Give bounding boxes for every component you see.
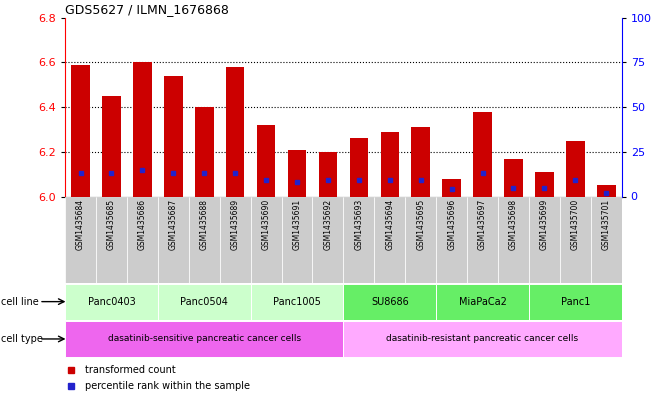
Bar (467, 196, 498, 283)
Bar (65, 321, 344, 357)
Text: Panc1: Panc1 (561, 297, 590, 307)
Text: GSM1435686: GSM1435686 (138, 199, 147, 250)
Text: transformed count: transformed count (85, 365, 175, 375)
Bar (251, 284, 343, 320)
Text: GSM1435688: GSM1435688 (200, 199, 209, 250)
Text: GSM1435699: GSM1435699 (540, 199, 549, 250)
Bar (343, 284, 436, 320)
Bar (436, 284, 529, 320)
Text: GSM1435694: GSM1435694 (385, 199, 395, 250)
Bar (498, 196, 529, 283)
Bar (164, 76, 182, 196)
Bar (65, 284, 158, 320)
Text: Panc1005: Panc1005 (273, 297, 321, 307)
Bar (529, 196, 560, 283)
Text: percentile rank within the sample: percentile rank within the sample (85, 381, 249, 391)
Text: GSM1435691: GSM1435691 (292, 199, 301, 250)
Bar (281, 196, 312, 283)
Bar (343, 196, 374, 283)
Bar (405, 196, 436, 283)
Bar (96, 196, 127, 283)
Text: cell line: cell line (1, 297, 38, 307)
Bar (560, 196, 590, 283)
Text: GSM1435690: GSM1435690 (262, 199, 271, 250)
Text: GSM1435700: GSM1435700 (571, 199, 580, 250)
Text: GSM1435698: GSM1435698 (509, 199, 518, 250)
Text: dasatinib-resistant pancreatic cancer cells: dasatinib-resistant pancreatic cancer ce… (387, 334, 579, 343)
Bar (504, 158, 523, 196)
Text: Panc0504: Panc0504 (180, 297, 229, 307)
Bar (473, 112, 492, 196)
Text: GDS5627 / ILMN_1676868: GDS5627 / ILMN_1676868 (65, 4, 229, 17)
Text: MiaPaCa2: MiaPaCa2 (458, 297, 506, 307)
Bar (350, 138, 368, 196)
Bar (312, 196, 343, 283)
Bar (318, 152, 337, 196)
Bar (251, 196, 281, 283)
Bar (535, 172, 553, 196)
Text: GSM1435693: GSM1435693 (354, 199, 363, 250)
Text: GSM1435701: GSM1435701 (602, 199, 611, 250)
Bar (374, 196, 405, 283)
Bar (436, 196, 467, 283)
Bar (343, 321, 622, 357)
Text: GSM1435696: GSM1435696 (447, 199, 456, 250)
Bar (411, 127, 430, 196)
Bar (219, 196, 251, 283)
Bar (133, 62, 152, 196)
Text: SU8686: SU8686 (371, 297, 409, 307)
Bar (195, 107, 214, 196)
Text: dasatinib-sensitive pancreatic cancer cells: dasatinib-sensitive pancreatic cancer ce… (107, 334, 301, 343)
Bar (288, 150, 306, 196)
Bar (189, 196, 219, 283)
Bar (72, 64, 90, 196)
Bar (102, 96, 121, 196)
Text: GSM1435695: GSM1435695 (416, 199, 425, 250)
Text: GSM1435697: GSM1435697 (478, 199, 487, 250)
Bar (158, 196, 189, 283)
Bar (256, 125, 275, 196)
Text: GSM1435684: GSM1435684 (76, 199, 85, 250)
Bar (380, 132, 399, 196)
Bar (529, 284, 622, 320)
Bar (127, 196, 158, 283)
Bar (566, 141, 585, 196)
Bar (226, 67, 244, 196)
Bar (442, 178, 461, 196)
Text: GSM1435689: GSM1435689 (230, 199, 240, 250)
Bar (158, 284, 251, 320)
Bar (590, 196, 622, 283)
Text: Panc0403: Panc0403 (88, 297, 135, 307)
Text: GSM1435685: GSM1435685 (107, 199, 116, 250)
Bar (597, 185, 615, 196)
Text: GSM1435692: GSM1435692 (324, 199, 333, 250)
Bar (65, 196, 96, 283)
Text: cell type: cell type (1, 334, 42, 344)
Text: GSM1435687: GSM1435687 (169, 199, 178, 250)
